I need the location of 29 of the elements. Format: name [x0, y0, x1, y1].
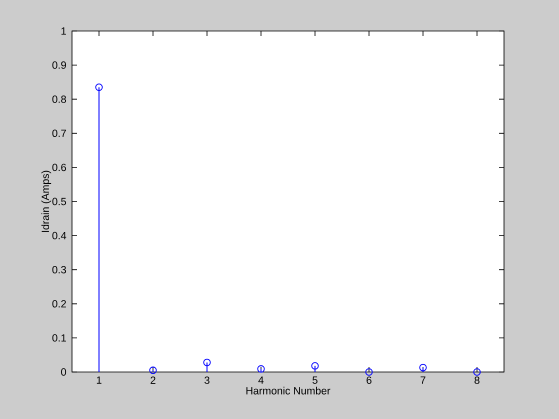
y-tick-label: 0	[61, 368, 66, 376]
x-tick-label: 6	[366, 376, 372, 384]
y-axis-title: Idrain (Amps)	[41, 170, 52, 232]
y-tick-label: 0.3	[52, 266, 66, 274]
point	[365, 368, 373, 376]
y-tick-label: 1	[61, 27, 66, 35]
point	[419, 364, 427, 372]
y-tick-label: 0.8	[52, 96, 66, 103]
point	[95, 84, 103, 92]
y-tick-label: 0.9	[52, 61, 66, 69]
y-tick-label: 0.6	[52, 164, 66, 172]
point	[149, 366, 157, 374]
y-tick-label: 0.4	[52, 232, 66, 240]
x-axis-title: Harmonic Number	[246, 386, 330, 394]
x-tick-label: 5	[312, 376, 318, 384]
x-tick-label: 2	[150, 376, 156, 384]
x-tick-label: 4	[258, 376, 264, 384]
y-tick-label: 0.7	[52, 130, 66, 138]
x-tick-label: 1	[96, 376, 102, 384]
point	[473, 368, 481, 376]
point	[311, 362, 319, 370]
y-tick-label: 0.1	[52, 334, 66, 342]
y-tick-label: 0.5	[52, 198, 66, 206]
x-tick-label: 8	[474, 376, 480, 384]
x-tick-label: 3	[204, 376, 210, 384]
point	[257, 365, 265, 373]
point	[203, 358, 211, 366]
x-tick-label: 7	[420, 376, 426, 384]
y-tick-label: 0.2	[52, 300, 66, 308]
